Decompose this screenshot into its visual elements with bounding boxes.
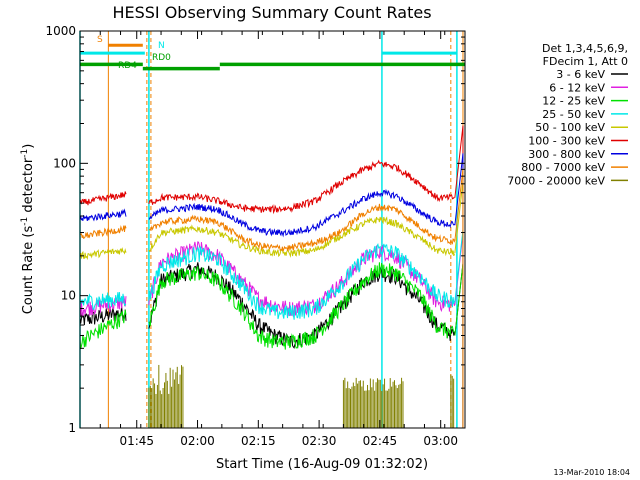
series-line-pre-gap (79, 292, 127, 311)
legend-entry-label: 800 - 7000 keV (521, 161, 605, 174)
x-tick-label: 01:45 (119, 434, 154, 448)
x-tick-label: 02:00 (180, 434, 215, 448)
legend-entry-label: 3 - 6 keV (556, 68, 605, 81)
series-line-pre-gap (79, 225, 127, 240)
series-line-main (148, 188, 455, 238)
legend: Det 1,3,4,5,6,9, FDecim 1, Att 0 3 - 6 k… (507, 42, 628, 187)
legend-entry-label: 25 - 50 keV (542, 108, 605, 121)
axes: 01:45 02:00 02:15 02:30 02:45 03:00 1 10 100 1000 (45, 24, 466, 448)
series-line-spike (454, 168, 464, 428)
legend-entry-label: 7000 - 20000 keV (507, 174, 605, 187)
series-8 (79, 168, 464, 428)
series-7 (79, 153, 464, 428)
series-line-main (148, 203, 455, 252)
annotation-s: S (97, 35, 103, 45)
x-axis-label: Start Time (16-Aug-09 01:32:02) (216, 457, 428, 472)
y-tick-label: 10 (61, 289, 76, 303)
series-line-main (148, 242, 455, 320)
series-4 (79, 229, 464, 428)
legend-entry-label: 12 - 25 keV (542, 95, 605, 108)
annotation-rd4: RD4 (118, 61, 137, 71)
y-tick-label: 100 (53, 156, 76, 170)
legend-entry-label: 100 - 300 keV (528, 135, 605, 148)
y-tick-label: 1000 (45, 24, 76, 38)
series-9 (148, 364, 455, 428)
legend-entry-label: 6 - 12 keV (549, 81, 605, 94)
series-6 (79, 125, 464, 428)
series-line-main (148, 216, 455, 258)
x-tick-label: 02:45 (363, 434, 398, 448)
plot-area: S N RD0 RD4 (79, 31, 465, 428)
series-line-pre-gap (79, 246, 127, 261)
x-tick-label: 02:15 (241, 434, 276, 448)
y-axis-label: Count Rate (s-1 detector-1) (20, 144, 36, 315)
legend-header-detectors: Det 1,3,4,5,6,9, (542, 42, 628, 55)
y-tick-label: 1 (68, 421, 76, 435)
series-line-pre-gap (79, 208, 127, 222)
annotation-rd0: RD0 (152, 53, 171, 63)
annotation-n: N (158, 41, 165, 51)
chart-title: HESSI Observing Summary Count Rates (112, 3, 431, 22)
series-line-main (148, 262, 455, 350)
legend-header-decimation: FDecim 1, Att 0 (543, 55, 628, 68)
plot-frame (79, 30, 466, 429)
x-tick-label: 03:00 (423, 434, 458, 448)
series-line-main (148, 159, 455, 215)
x-tick-label: 02:30 (302, 434, 337, 448)
legend-entry-label: 50 - 100 keV (535, 121, 605, 134)
series-line-pre-gap (79, 191, 127, 206)
series-line-pre-gap (79, 309, 127, 349)
footer-date: 13-Mar-2010 18:04 (554, 468, 631, 477)
legend-entry-label: 300 - 800 keV (528, 148, 605, 161)
